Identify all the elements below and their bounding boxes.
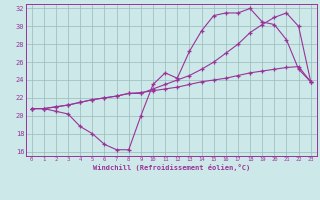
X-axis label: Windchill (Refroidissement éolien,°C): Windchill (Refroidissement éolien,°C) bbox=[92, 164, 250, 171]
